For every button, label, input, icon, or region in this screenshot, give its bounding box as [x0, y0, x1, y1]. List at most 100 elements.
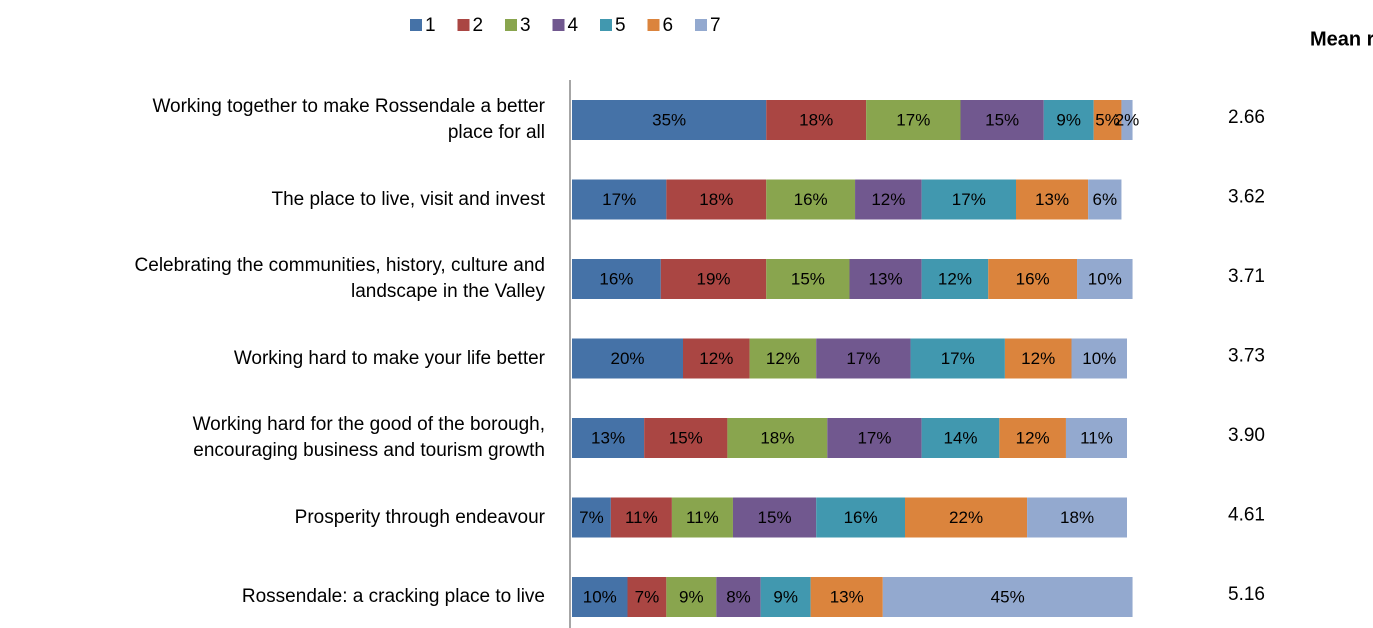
data-label: 10%: [1088, 269, 1122, 288]
bar-segment: [1071, 338, 1127, 379]
bar-segment: [572, 497, 611, 538]
data-label: 45%: [991, 587, 1025, 606]
legend-label: 3: [520, 15, 531, 36]
bar-segment: [716, 577, 761, 617]
bar-segment: [849, 259, 922, 299]
bar-segment: [921, 418, 1000, 458]
data-label: 11%: [625, 508, 658, 527]
bar-segment: [905, 497, 1028, 538]
data-label: 11%: [686, 508, 719, 527]
data-label: 17%: [602, 190, 636, 209]
data-label: 9%: [1056, 110, 1081, 129]
legend-swatch: [457, 19, 470, 31]
data-label: 12%: [1021, 349, 1055, 368]
bar-segment: [827, 418, 922, 458]
mean-rank-value: 2.66: [1228, 107, 1265, 128]
bar-segment: [666, 577, 717, 617]
category-label: Working together to make Rossendale a be…: [152, 96, 545, 143]
legend-label: 4: [568, 15, 579, 36]
data-label: 8%: [726, 587, 751, 606]
data-label: 18%: [1060, 508, 1094, 527]
data-label: 16%: [599, 269, 633, 288]
bar-segment: [1121, 100, 1133, 140]
bar-segment: [1093, 100, 1122, 140]
bar-segment: [1027, 497, 1127, 538]
bar-segment: [988, 259, 1078, 299]
data-label: 12%: [699, 349, 733, 368]
legend-swatch: [505, 19, 517, 31]
legend-swatch: [410, 19, 422, 31]
data-label: 12%: [871, 190, 905, 209]
category-label: The place to live, visit and invest: [271, 188, 545, 210]
bar-segment: [1016, 179, 1089, 220]
data-label: 19%: [697, 269, 731, 288]
data-label: 16%: [844, 508, 878, 527]
mean-rank-value: 3.71: [1228, 266, 1265, 287]
data-label: 15%: [985, 110, 1019, 129]
mean-rank-value: 3.62: [1228, 187, 1265, 208]
data-label: 17%: [846, 349, 880, 368]
data-label: 17%: [857, 428, 891, 447]
bar-segment: [572, 179, 667, 220]
mean-rank-value: 4.61: [1228, 505, 1265, 526]
legend-swatch: [695, 19, 707, 31]
bar-segment: [816, 497, 905, 538]
legend-swatch: [600, 19, 612, 31]
data-label: 17%: [896, 110, 930, 129]
data-label: 13%: [591, 428, 625, 447]
bar-segment: [866, 100, 961, 140]
bar-segment: [666, 179, 767, 220]
bar-segment: [732, 497, 817, 538]
bar-segment: [766, 179, 856, 220]
bar-segment: [572, 100, 767, 140]
bar-segment: [910, 338, 1005, 379]
bar-segment: [855, 179, 922, 220]
bar-segment: [882, 577, 1133, 617]
bar-segment: [644, 418, 728, 458]
bar-segment: [572, 259, 661, 299]
data-label: 9%: [773, 587, 798, 606]
bar-segment: [627, 577, 667, 617]
bar-segment: [572, 577, 628, 617]
legend-label: 6: [663, 15, 674, 36]
bar-segment: [572, 418, 645, 458]
data-label: 7%: [579, 508, 604, 527]
bar-segment: [1077, 259, 1133, 299]
mean-rank-title: Mean rank:: [1310, 28, 1373, 50]
category-label: Prosperity through endeavour: [294, 506, 545, 528]
data-label: 16%: [1016, 269, 1050, 288]
data-label: 15%: [791, 269, 825, 288]
data-label: 18%: [799, 110, 833, 129]
bar-segment: [921, 259, 989, 299]
data-label: 15%: [669, 428, 703, 447]
data-label: 18%: [699, 190, 733, 209]
data-label: 12%: [938, 269, 972, 288]
data-label: 15%: [758, 508, 792, 527]
bar-segment: [921, 179, 1016, 220]
data-label: 22%: [949, 508, 983, 527]
data-label: 35%: [652, 110, 686, 129]
bar-segment: [683, 338, 750, 379]
data-label: 17%: [941, 349, 975, 368]
bar-segment: [1043, 100, 1094, 140]
data-label: 10%: [1082, 349, 1116, 368]
bar-segment: [766, 259, 850, 299]
data-label: 10%: [583, 587, 617, 606]
legend-swatch: [647, 19, 660, 31]
legend-label: 1: [425, 15, 436, 36]
data-label: 13%: [1035, 190, 1069, 209]
category-label: Rossendale: a cracking place to live: [241, 586, 545, 607]
data-label: 9%: [679, 587, 704, 606]
bar-segment: [749, 338, 817, 379]
data-label: 17%: [952, 190, 986, 209]
legend-label: 7: [710, 15, 721, 36]
category-label: Celebrating the communities, history, cu…: [134, 255, 545, 302]
data-label: 6%: [1093, 190, 1118, 209]
legend-label: 5: [615, 15, 626, 36]
mean-rank-value: 3.90: [1228, 425, 1265, 446]
data-label: 7%: [635, 587, 660, 606]
bar-segment: [816, 338, 911, 379]
bar-segment: [760, 577, 811, 617]
data-label: 11%: [1080, 428, 1113, 447]
